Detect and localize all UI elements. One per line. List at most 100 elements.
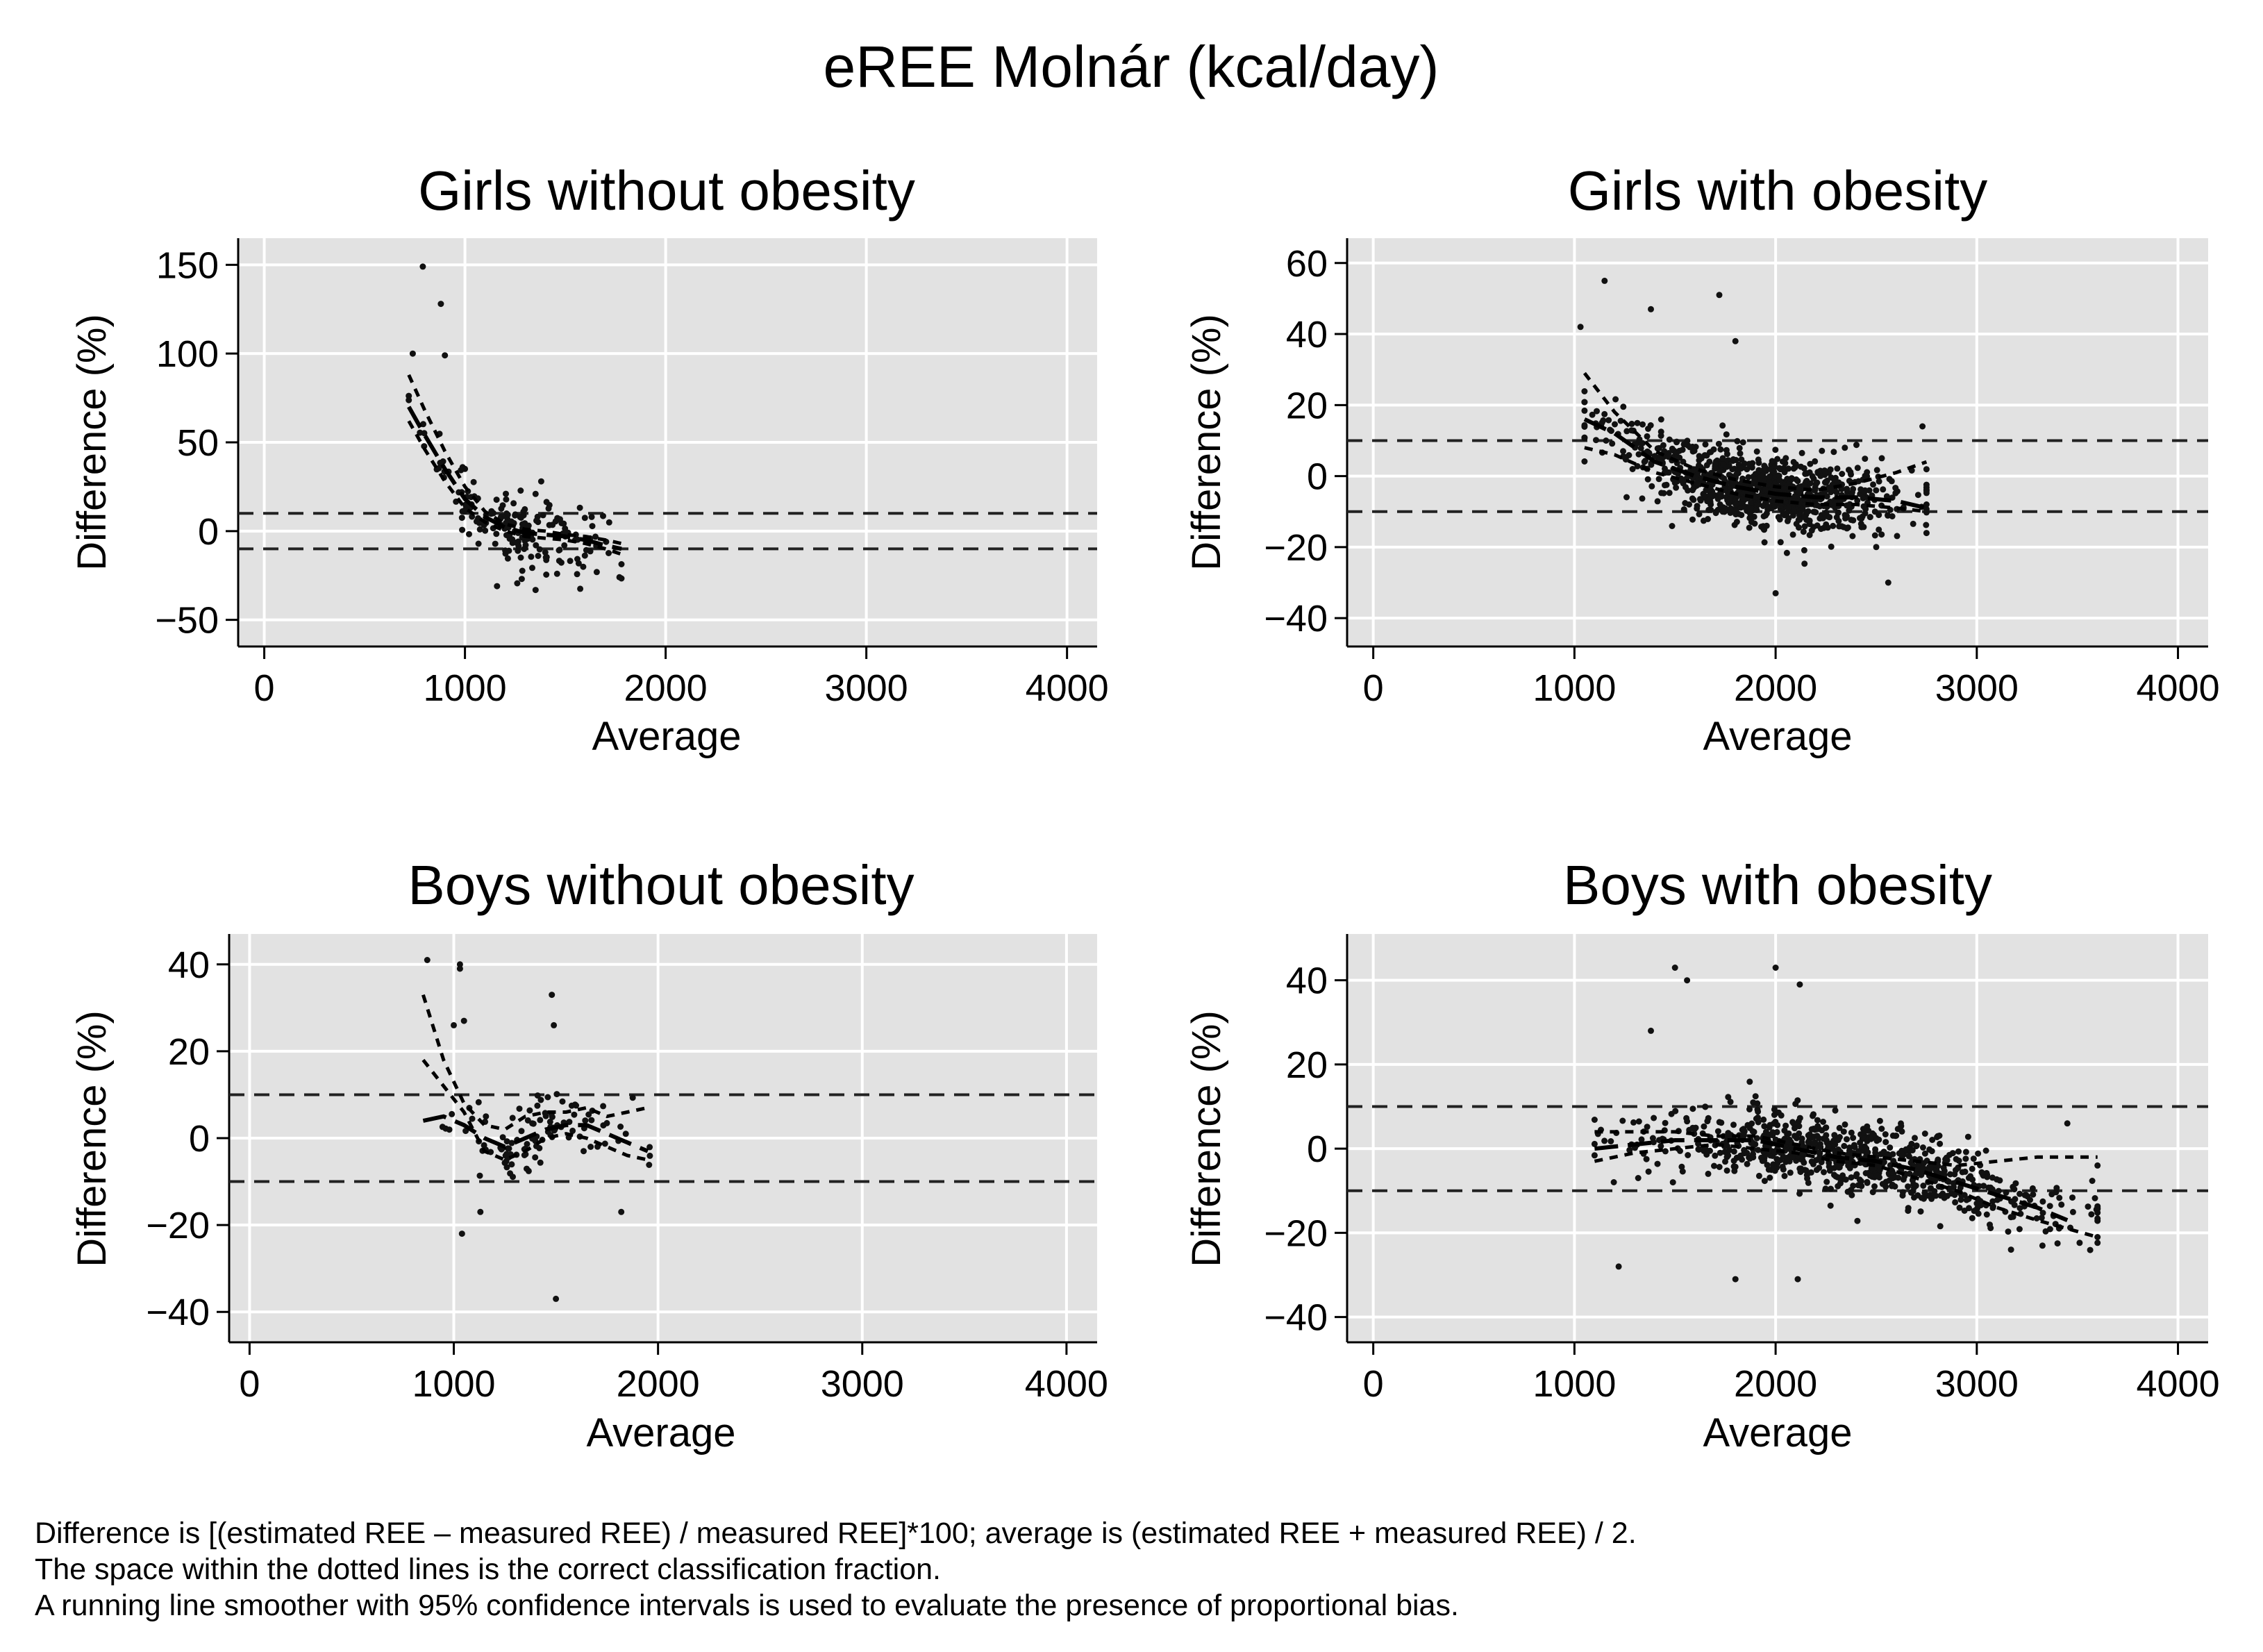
data-point <box>1645 1168 1652 1175</box>
data-point <box>1912 1171 1919 1178</box>
x-tick-labels: 0 1000 2000 3000 4000 <box>254 667 1109 709</box>
data-point <box>1959 1169 1966 1176</box>
data-point <box>1732 337 1739 344</box>
data-point <box>1703 1151 1710 1158</box>
data-point <box>1737 465 1744 472</box>
data-point <box>1913 1142 1920 1149</box>
y-axis-label: Difference (%) <box>69 314 115 571</box>
data-point <box>1783 1138 1790 1145</box>
data-point <box>1684 1118 1691 1125</box>
data-point <box>493 497 500 503</box>
data-point <box>462 465 469 472</box>
data-point <box>1748 519 1755 526</box>
data-point <box>1894 533 1901 540</box>
data-point <box>2027 1196 2033 1203</box>
data-point <box>1873 467 1880 474</box>
x-tick-label: 4000 <box>2136 667 2219 709</box>
data-point <box>1748 464 1755 471</box>
data-point <box>546 1118 553 1125</box>
data-point <box>1878 531 1885 538</box>
data-point <box>1937 1192 1944 1199</box>
data-point <box>1626 1146 1633 1153</box>
y-tick-label: 20 <box>1286 385 1328 426</box>
data-point <box>421 430 428 437</box>
data-point <box>2053 1185 2060 1192</box>
data-point <box>492 540 499 547</box>
data-point <box>2046 1226 2053 1233</box>
data-point <box>1853 442 1860 449</box>
data-point <box>1785 465 1792 472</box>
data-point <box>1772 590 1779 596</box>
data-point <box>1814 469 1821 476</box>
data-point <box>571 1101 578 1108</box>
data-point <box>1648 306 1654 312</box>
data-point <box>1860 494 1867 501</box>
data-point <box>1796 1190 1803 1197</box>
data-point <box>1943 1154 1950 1161</box>
data-point <box>2023 1192 2030 1199</box>
data-point <box>1796 1115 1803 1121</box>
data-point <box>1695 1146 1702 1153</box>
data-point <box>606 550 612 556</box>
data-point <box>1700 517 1707 524</box>
data-point <box>1835 1146 1842 1153</box>
data-point <box>1861 1129 1867 1136</box>
data-point <box>1885 579 1892 586</box>
data-point <box>1589 411 1596 418</box>
data-point <box>515 547 521 554</box>
data-point <box>1689 516 1696 523</box>
data-point <box>1662 1148 1669 1155</box>
data-point <box>587 1144 594 1150</box>
data-point <box>1790 507 1797 514</box>
panel-boys-with-obesity: Boys with obesity 0 1000 2000 3000 4000 40 20… <box>1184 854 2220 1455</box>
data-point <box>1914 1192 1921 1199</box>
data-point <box>508 1161 515 1168</box>
data-point <box>1744 1149 1751 1156</box>
data-point <box>456 965 463 972</box>
smoother-lines <box>1583 372 1928 514</box>
data-point <box>437 301 444 308</box>
data-point <box>1687 467 1694 474</box>
data-point <box>1621 453 1628 460</box>
data-point <box>1955 1148 1962 1155</box>
data-point <box>1872 1146 1879 1153</box>
data-point <box>509 1115 516 1121</box>
data-point <box>1724 1143 1730 1149</box>
reference-lines <box>1347 1105 2208 1192</box>
data-point <box>2007 1246 2014 1253</box>
x-tick-label: 2000 <box>624 667 708 709</box>
data-point <box>504 511 511 518</box>
data-point <box>536 546 543 553</box>
data-point <box>1823 1178 1830 1185</box>
ci-upper-line <box>1583 372 1928 492</box>
smoother-line <box>1594 1138 2069 1222</box>
data-point <box>1790 458 1797 465</box>
data-point <box>1814 479 1821 486</box>
y-tick-label: −40 <box>1264 598 1328 640</box>
data-point <box>1760 472 1767 478</box>
data-point <box>1620 448 1626 455</box>
data-point <box>1746 510 1753 517</box>
data-point <box>1899 1153 1906 1160</box>
data-point <box>622 1130 629 1137</box>
y-tick-label: 60 <box>1286 243 1328 285</box>
y-tick-label: 40 <box>168 944 210 986</box>
data-point <box>1871 508 1878 515</box>
x-tick-label: 3000 <box>1935 1363 2019 1405</box>
data-point <box>1761 462 1768 469</box>
data-point <box>1779 1163 1786 1170</box>
data-point <box>1730 1121 1737 1128</box>
data-point <box>1980 1183 1987 1190</box>
x-tick-label: 4000 <box>2136 1363 2219 1405</box>
data-point <box>1608 428 1614 434</box>
data-point <box>515 542 522 549</box>
data-point <box>1594 408 1600 415</box>
data-point <box>1821 467 1828 474</box>
data-point <box>1952 1199 1959 1205</box>
data-point <box>424 957 431 963</box>
data-point <box>1638 1136 1645 1143</box>
data-point <box>529 536 536 543</box>
data-point <box>1581 399 1588 406</box>
data-point <box>505 1145 511 1152</box>
data-point <box>1837 1180 1844 1187</box>
